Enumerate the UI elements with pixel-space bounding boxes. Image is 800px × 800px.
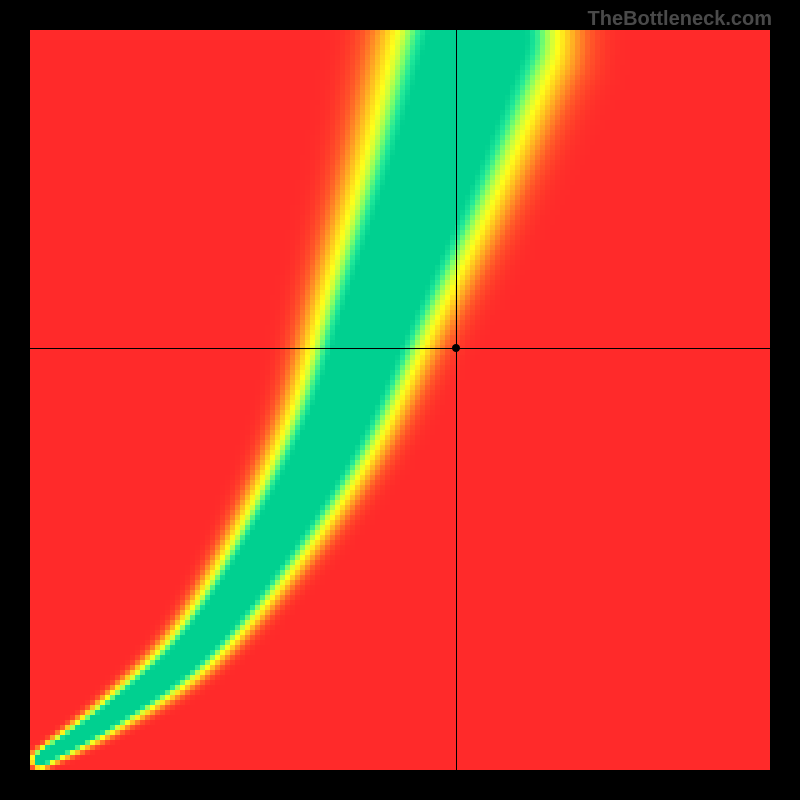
watermark-text: TheBottleneck.com bbox=[588, 8, 772, 31]
heatmap-canvas bbox=[30, 30, 770, 770]
heatmap-plot bbox=[30, 30, 770, 770]
